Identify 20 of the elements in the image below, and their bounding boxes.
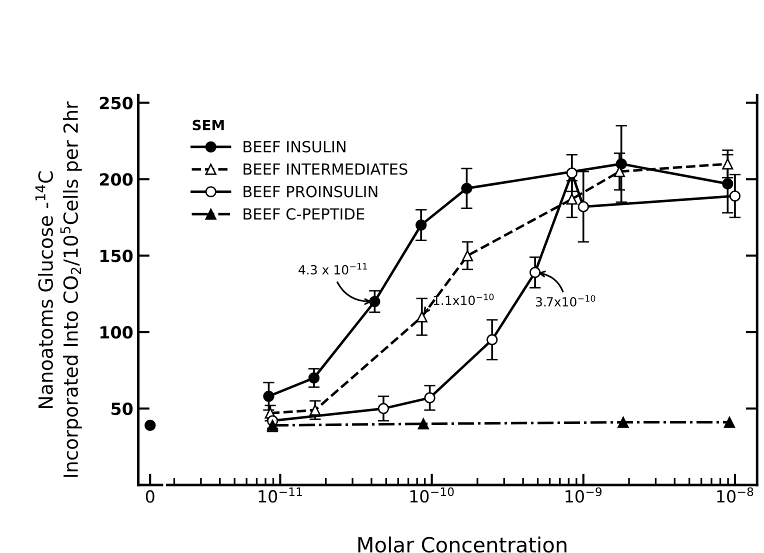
x-axis-title: Molar Concentration xyxy=(358,536,566,553)
text: Nanoatoms Glucose -$^{14}$C Incorporated Into CO$_{2}$/10$^{5}$Cells per 2hr xyxy=(35,101,82,477)
legend-title: SEM xyxy=(192,120,224,130)
x-tick-label: 10$^{−8}$ xyxy=(717,487,754,503)
y-tick-label: 100 xyxy=(100,326,133,339)
annotation: 3.7x10$^{−10}$ xyxy=(536,295,596,307)
legend-label: BEEF PROINSULIN xyxy=(244,186,378,198)
legend-label: BEEF INSULIN xyxy=(244,140,346,152)
annotation: 1.1x10$^{−10}$ xyxy=(434,294,494,306)
x-tick-label: 10$^{−10}$ xyxy=(410,487,454,503)
annotation: 4.3 x 10$^{−11}$ xyxy=(298,263,367,274)
x-tick-label: 10$^{−11}$ xyxy=(258,488,302,503)
legend-label: BEEF C-PEPTIDE xyxy=(244,208,364,220)
legend-label: BEEF INTERMEDIATES xyxy=(244,163,408,175)
y-tick-label: 200 xyxy=(100,173,133,186)
y-tick-label: 250 xyxy=(100,96,133,110)
x-tick-label: 0 xyxy=(146,490,154,503)
y-tick-label: 150 xyxy=(100,250,133,262)
x-tick-label: 10$^{−9}$ xyxy=(566,487,602,503)
y-tick-label: 50 xyxy=(112,402,133,416)
